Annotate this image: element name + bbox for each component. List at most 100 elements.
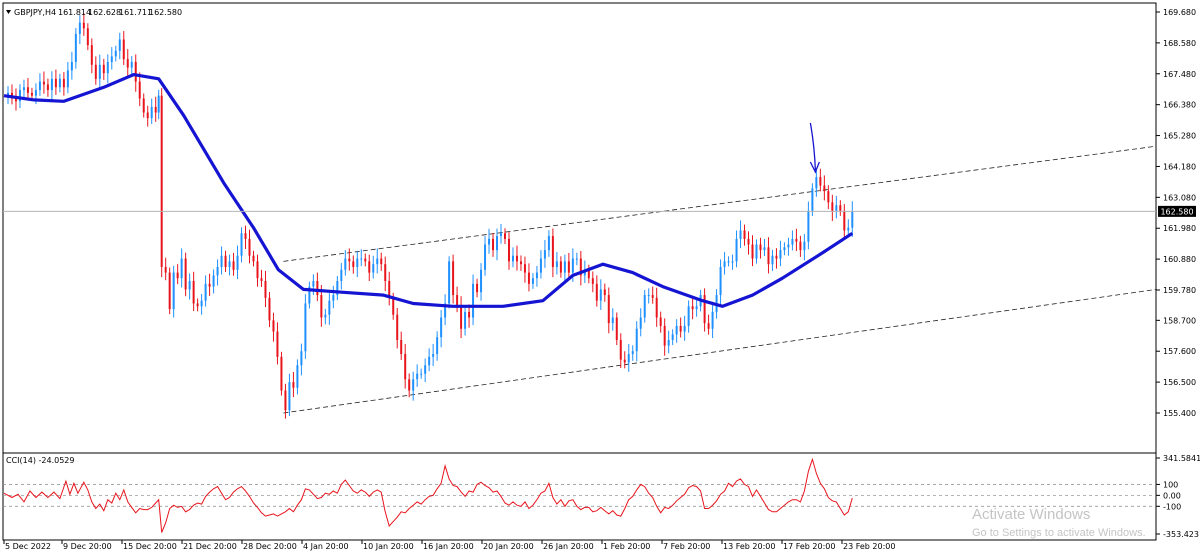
candle-bull: [130, 61, 133, 68]
candle-bear: [703, 295, 706, 324]
candle-bear: [404, 354, 407, 380]
candle-bull: [727, 261, 730, 263]
channel-line: [283, 145, 1157, 262]
candle-bear: [276, 331, 279, 357]
candle-bear: [46, 84, 49, 91]
price-axis-label: 159.780: [1163, 286, 1196, 295]
candle-bear: [252, 255, 255, 262]
candle-bear: [603, 289, 606, 296]
candle-bull: [555, 261, 558, 267]
candle-bear: [384, 264, 387, 282]
candle-bull: [496, 236, 499, 251]
time-axis-label: 26 Jan 20:00: [543, 542, 594, 551]
price-axis-label: 158.700: [1163, 316, 1196, 325]
candle-bull: [220, 255, 223, 267]
price-axis-label: 167.480: [1163, 70, 1196, 79]
time-axis-label: 9 Dec 20:00: [63, 542, 112, 551]
candle-bull: [18, 90, 21, 102]
candle-bull: [98, 64, 101, 79]
candle-bull: [424, 365, 427, 374]
arrow-shaft: [809, 122, 817, 171]
candle-bull: [539, 258, 542, 273]
time-axis-label: 7 Feb 20:00: [663, 542, 710, 551]
candle-bull: [66, 70, 69, 88]
candle-bear: [192, 281, 195, 304]
candle-bear: [503, 233, 506, 239]
time-axis-label: 16 Jan 20:00: [423, 542, 474, 551]
candle-bull: [360, 258, 363, 260]
candle-bull: [288, 382, 291, 411]
candle-bull: [687, 306, 690, 326]
candle-bear: [623, 359, 626, 363]
dropdown-triangle-icon[interactable]: [6, 10, 11, 14]
candle-bull: [480, 269, 483, 293]
candle-bear: [619, 339, 622, 360]
symbol-label: GBPJPY,H4: [14, 8, 56, 17]
candle-bear: [272, 320, 275, 332]
candle-bull: [571, 258, 574, 273]
candle-bear: [799, 241, 802, 251]
candle-bear: [456, 295, 459, 307]
candle-bull: [58, 78, 61, 88]
candle-bull: [543, 250, 546, 259]
candle-bull: [150, 106, 153, 119]
candle-bull: [376, 258, 379, 265]
candle-bull: [328, 300, 331, 315]
candle-bear: [176, 272, 179, 279]
candle-bear: [452, 261, 455, 296]
time-axis-label: 13 Feb 20:00: [723, 542, 775, 551]
candle-bull: [180, 258, 183, 279]
candle-bear: [691, 306, 694, 310]
candle-bull: [444, 303, 447, 318]
candle-bull: [324, 314, 327, 318]
candle-bull: [300, 351, 303, 366]
candle-bear: [284, 390, 287, 411]
candle-bull: [332, 295, 335, 301]
candle-bull: [110, 56, 113, 62]
candle-bear: [659, 317, 662, 326]
candle-bear: [507, 238, 510, 262]
candle-bull: [312, 281, 315, 287]
price-axis-label: 161.980: [1163, 224, 1196, 233]
high-price: 162.628: [88, 8, 121, 17]
candle-bear: [663, 325, 666, 346]
candle-bull: [535, 272, 538, 279]
price-axis-label: 168.580: [1163, 39, 1196, 48]
candle-bear: [62, 78, 65, 88]
candle-bear: [142, 98, 145, 113]
time-axis-label: 23 Feb 20:00: [843, 542, 895, 551]
candle-bear: [224, 255, 227, 267]
candle-bear: [615, 317, 618, 340]
candle-bear: [102, 64, 105, 74]
candle-bear: [260, 278, 263, 282]
candle-bull: [188, 281, 191, 290]
candle-bear: [14, 98, 17, 102]
open-price: 161.814: [58, 8, 91, 17]
candle-bear: [460, 306, 463, 329]
candle-bull: [428, 356, 431, 366]
cci-axis-label: -100: [1163, 502, 1181, 511]
candle-bear: [268, 297, 271, 321]
price-axis-label: 163.080: [1163, 193, 1196, 202]
time-axis-label: 5 Dec 2022: [5, 542, 51, 551]
candle-bear: [154, 106, 157, 113]
candle-bear: [248, 238, 251, 256]
down-arrow-annotation: [809, 122, 820, 174]
candle-bull: [575, 258, 578, 260]
candle-bull: [631, 351, 634, 355]
cci-indicator-label: CCI(14) -24.0529: [6, 456, 74, 465]
candle-bull: [6, 92, 9, 96]
time-axis-label: 4 Jan 20:00: [303, 542, 349, 551]
candle-bear: [168, 272, 171, 310]
candle-bear: [492, 238, 495, 251]
candle-bear: [264, 281, 267, 298]
candle-bull: [38, 81, 41, 91]
time-axis-label: 17 Feb 20:00: [783, 542, 835, 551]
candle-bear: [819, 177, 822, 186]
candle-bear: [348, 258, 351, 262]
candle-bull: [851, 211, 854, 228]
candle-bull: [204, 283, 207, 301]
candle-bear: [839, 205, 842, 211]
candle-bull: [114, 50, 117, 57]
candle-bear: [320, 295, 323, 318]
